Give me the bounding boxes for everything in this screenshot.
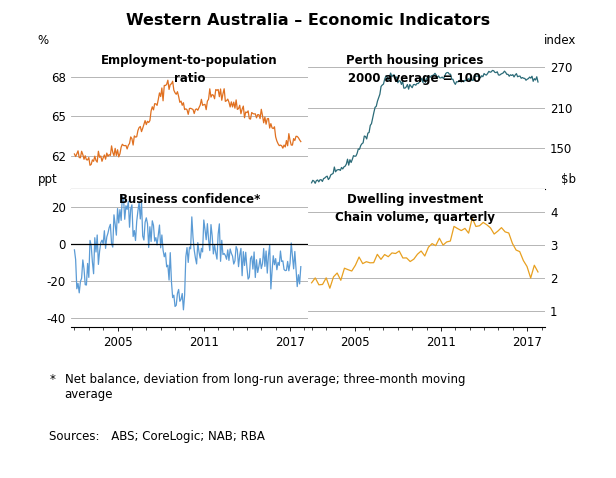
Text: *: * [49, 373, 55, 386]
Text: Western Australia – Economic Indicators: Western Australia – Economic Indicators [126, 13, 490, 28]
Text: Net balance, deviation from long-run average; three-month moving
average: Net balance, deviation from long-run ave… [65, 373, 465, 401]
Text: 2000 average = 100: 2000 average = 100 [348, 72, 481, 86]
Text: index: index [543, 34, 576, 47]
Text: Employment-to-population: Employment-to-population [101, 54, 278, 67]
Text: %: % [38, 34, 49, 47]
Text: Sources: ABS; CoreLogic; NAB; RBA: Sources: ABS; CoreLogic; NAB; RBA [49, 430, 265, 443]
Text: Dwelling investment: Dwelling investment [347, 193, 483, 206]
Text: Business confidence*: Business confidence* [119, 193, 260, 206]
Text: ratio: ratio [174, 72, 205, 86]
Text: ppt: ppt [38, 173, 57, 186]
Text: Chain volume, quarterly: Chain volume, quarterly [334, 211, 495, 224]
Text: Perth housing prices: Perth housing prices [346, 54, 484, 67]
Text: $b: $b [561, 173, 576, 186]
